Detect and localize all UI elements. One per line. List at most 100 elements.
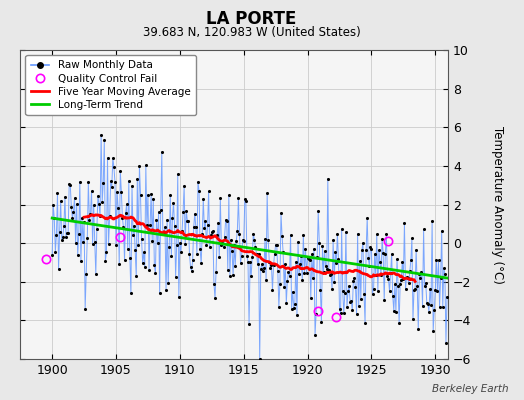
Point: [140, 264, 149, 270]
Point: [77, 258, 85, 264]
Point: [270, 250, 279, 257]
Point: [221, 234, 229, 240]
Point: [75, 178, 84, 185]
Point: [305, 256, 314, 263]
Point: [327, 271, 335, 278]
Point: [65, 181, 73, 187]
Point: [56, 229, 64, 235]
Point: [301, 245, 310, 252]
Point: [125, 178, 133, 184]
Point: [324, 176, 332, 182]
Point: [428, 218, 436, 224]
Point: [229, 272, 237, 278]
Point: [382, 231, 390, 237]
Point: [144, 192, 152, 198]
Point: [114, 205, 122, 211]
Point: [61, 194, 69, 200]
Point: [322, 263, 330, 270]
Point: [401, 286, 410, 292]
Point: [245, 321, 253, 327]
Point: [71, 240, 80, 246]
Point: [239, 238, 248, 244]
Point: [357, 296, 365, 302]
Point: [232, 238, 241, 244]
Point: [191, 210, 199, 217]
Point: [219, 237, 227, 244]
Point: [420, 283, 429, 290]
Point: [193, 251, 201, 258]
Point: [392, 309, 400, 315]
Point: [166, 192, 174, 198]
Point: [184, 218, 193, 225]
Point: [391, 281, 399, 287]
Point: [178, 228, 186, 235]
Point: [397, 276, 406, 283]
Point: [95, 201, 103, 207]
Point: [158, 149, 166, 155]
Point: [172, 242, 181, 248]
Point: [295, 270, 303, 277]
Point: [353, 230, 362, 237]
Point: [370, 250, 379, 257]
Point: [102, 249, 111, 255]
Point: [97, 131, 105, 138]
Point: [331, 248, 340, 255]
Point: [258, 261, 266, 267]
Point: [151, 270, 160, 277]
Point: [283, 278, 291, 284]
Point: [339, 288, 347, 294]
Point: [138, 260, 147, 266]
Point: [152, 216, 161, 223]
Point: [103, 154, 112, 161]
Point: [164, 280, 172, 286]
Point: [350, 275, 358, 281]
Point: [196, 246, 204, 252]
Point: [253, 250, 261, 257]
Point: [99, 180, 107, 186]
Point: [262, 276, 270, 283]
Point: [111, 179, 119, 185]
Point: [405, 280, 413, 286]
Point: [106, 178, 115, 184]
Point: [86, 211, 95, 217]
Point: [227, 237, 235, 243]
Point: [399, 275, 408, 282]
Point: [335, 306, 344, 312]
Point: [63, 230, 71, 236]
Point: [267, 261, 276, 268]
Point: [67, 203, 75, 210]
Point: [292, 258, 300, 265]
Point: [438, 228, 446, 234]
Point: [373, 231, 381, 238]
Point: [118, 215, 127, 221]
Point: [74, 231, 83, 237]
Point: [70, 195, 79, 201]
Point: [289, 288, 297, 295]
Point: [237, 253, 246, 259]
Point: [58, 237, 66, 244]
Point: [342, 228, 350, 235]
Point: [400, 220, 409, 226]
Point: [321, 248, 329, 255]
Point: [383, 273, 391, 279]
Point: [209, 228, 217, 234]
Point: [82, 270, 91, 277]
Point: [199, 196, 208, 202]
Point: [84, 179, 93, 186]
Point: [101, 258, 110, 264]
Point: [376, 259, 384, 265]
Point: [416, 274, 424, 281]
Point: [299, 232, 308, 238]
Point: [318, 243, 326, 250]
Point: [403, 275, 412, 281]
Point: [169, 200, 178, 206]
Point: [60, 223, 68, 230]
Point: [157, 207, 165, 213]
Point: [243, 253, 251, 259]
Point: [182, 208, 190, 214]
Point: [198, 231, 206, 237]
Point: [409, 316, 417, 323]
Point: [224, 266, 232, 273]
Point: [244, 259, 252, 265]
Point: [277, 210, 285, 217]
